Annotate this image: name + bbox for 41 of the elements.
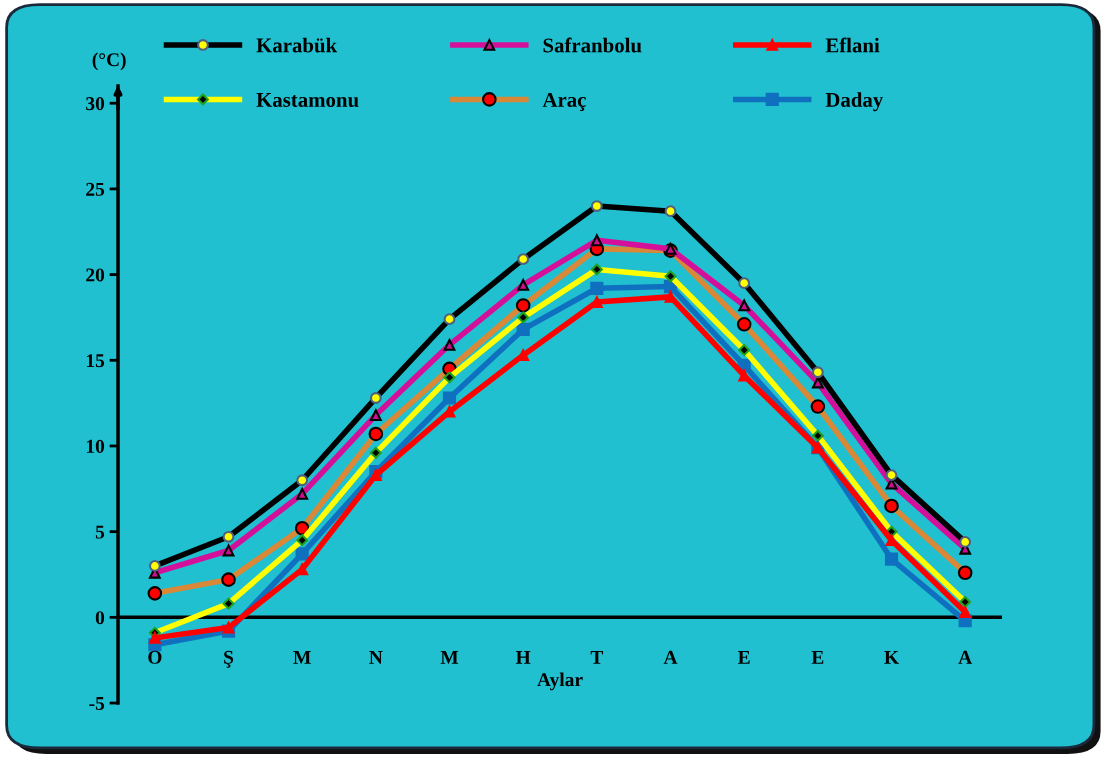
legend-label: Daday bbox=[825, 92, 884, 112]
x-tick-label: M bbox=[293, 650, 311, 664]
y-tick-label: 30 bbox=[86, 97, 105, 111]
x-tick-label: O bbox=[148, 650, 162, 664]
point bbox=[222, 621, 235, 634]
legend-label: Karabük bbox=[256, 37, 338, 53]
point bbox=[590, 234, 603, 247]
y-tick-label: 0 bbox=[95, 611, 105, 625]
y-tick-label: 10 bbox=[86, 439, 105, 453]
x-axis-title: Aylar bbox=[537, 672, 583, 691]
point bbox=[516, 322, 530, 337]
point bbox=[738, 299, 751, 312]
x-tick-label: K bbox=[884, 650, 899, 664]
legend-label: Araç bbox=[542, 92, 586, 111]
y-tick-label: 5 bbox=[95, 525, 105, 539]
x-tick-label: H bbox=[515, 650, 531, 664]
point bbox=[369, 409, 382, 422]
x-tick-label: E bbox=[738, 650, 750, 664]
x-tick-label: Ş bbox=[224, 650, 234, 668]
point bbox=[884, 552, 899, 566]
y-tick-label: 25 bbox=[86, 182, 105, 196]
x-tick-label: M bbox=[440, 650, 459, 664]
point bbox=[590, 281, 604, 295]
y-tick-label: 20 bbox=[86, 268, 105, 282]
point bbox=[517, 278, 530, 291]
x-tick-label: N bbox=[369, 650, 383, 664]
x-tick-label: E bbox=[811, 650, 824, 664]
x-tick-label: T bbox=[590, 650, 604, 664]
point bbox=[295, 547, 309, 561]
point bbox=[443, 338, 456, 351]
legend-label: Safranbolu bbox=[543, 37, 642, 53]
x-tick-label: A bbox=[958, 650, 973, 664]
point bbox=[442, 391, 457, 405]
x-tick-label: A bbox=[663, 650, 678, 664]
point bbox=[222, 544, 235, 557]
legend-label: Eflani bbox=[825, 37, 880, 53]
y-axis-title: (°C) bbox=[92, 52, 126, 71]
legend-label: Kastamonu bbox=[256, 93, 359, 107]
y-tick-label: 15 bbox=[86, 354, 105, 368]
point bbox=[959, 606, 972, 619]
y-tick-label: -5 bbox=[89, 697, 105, 710]
